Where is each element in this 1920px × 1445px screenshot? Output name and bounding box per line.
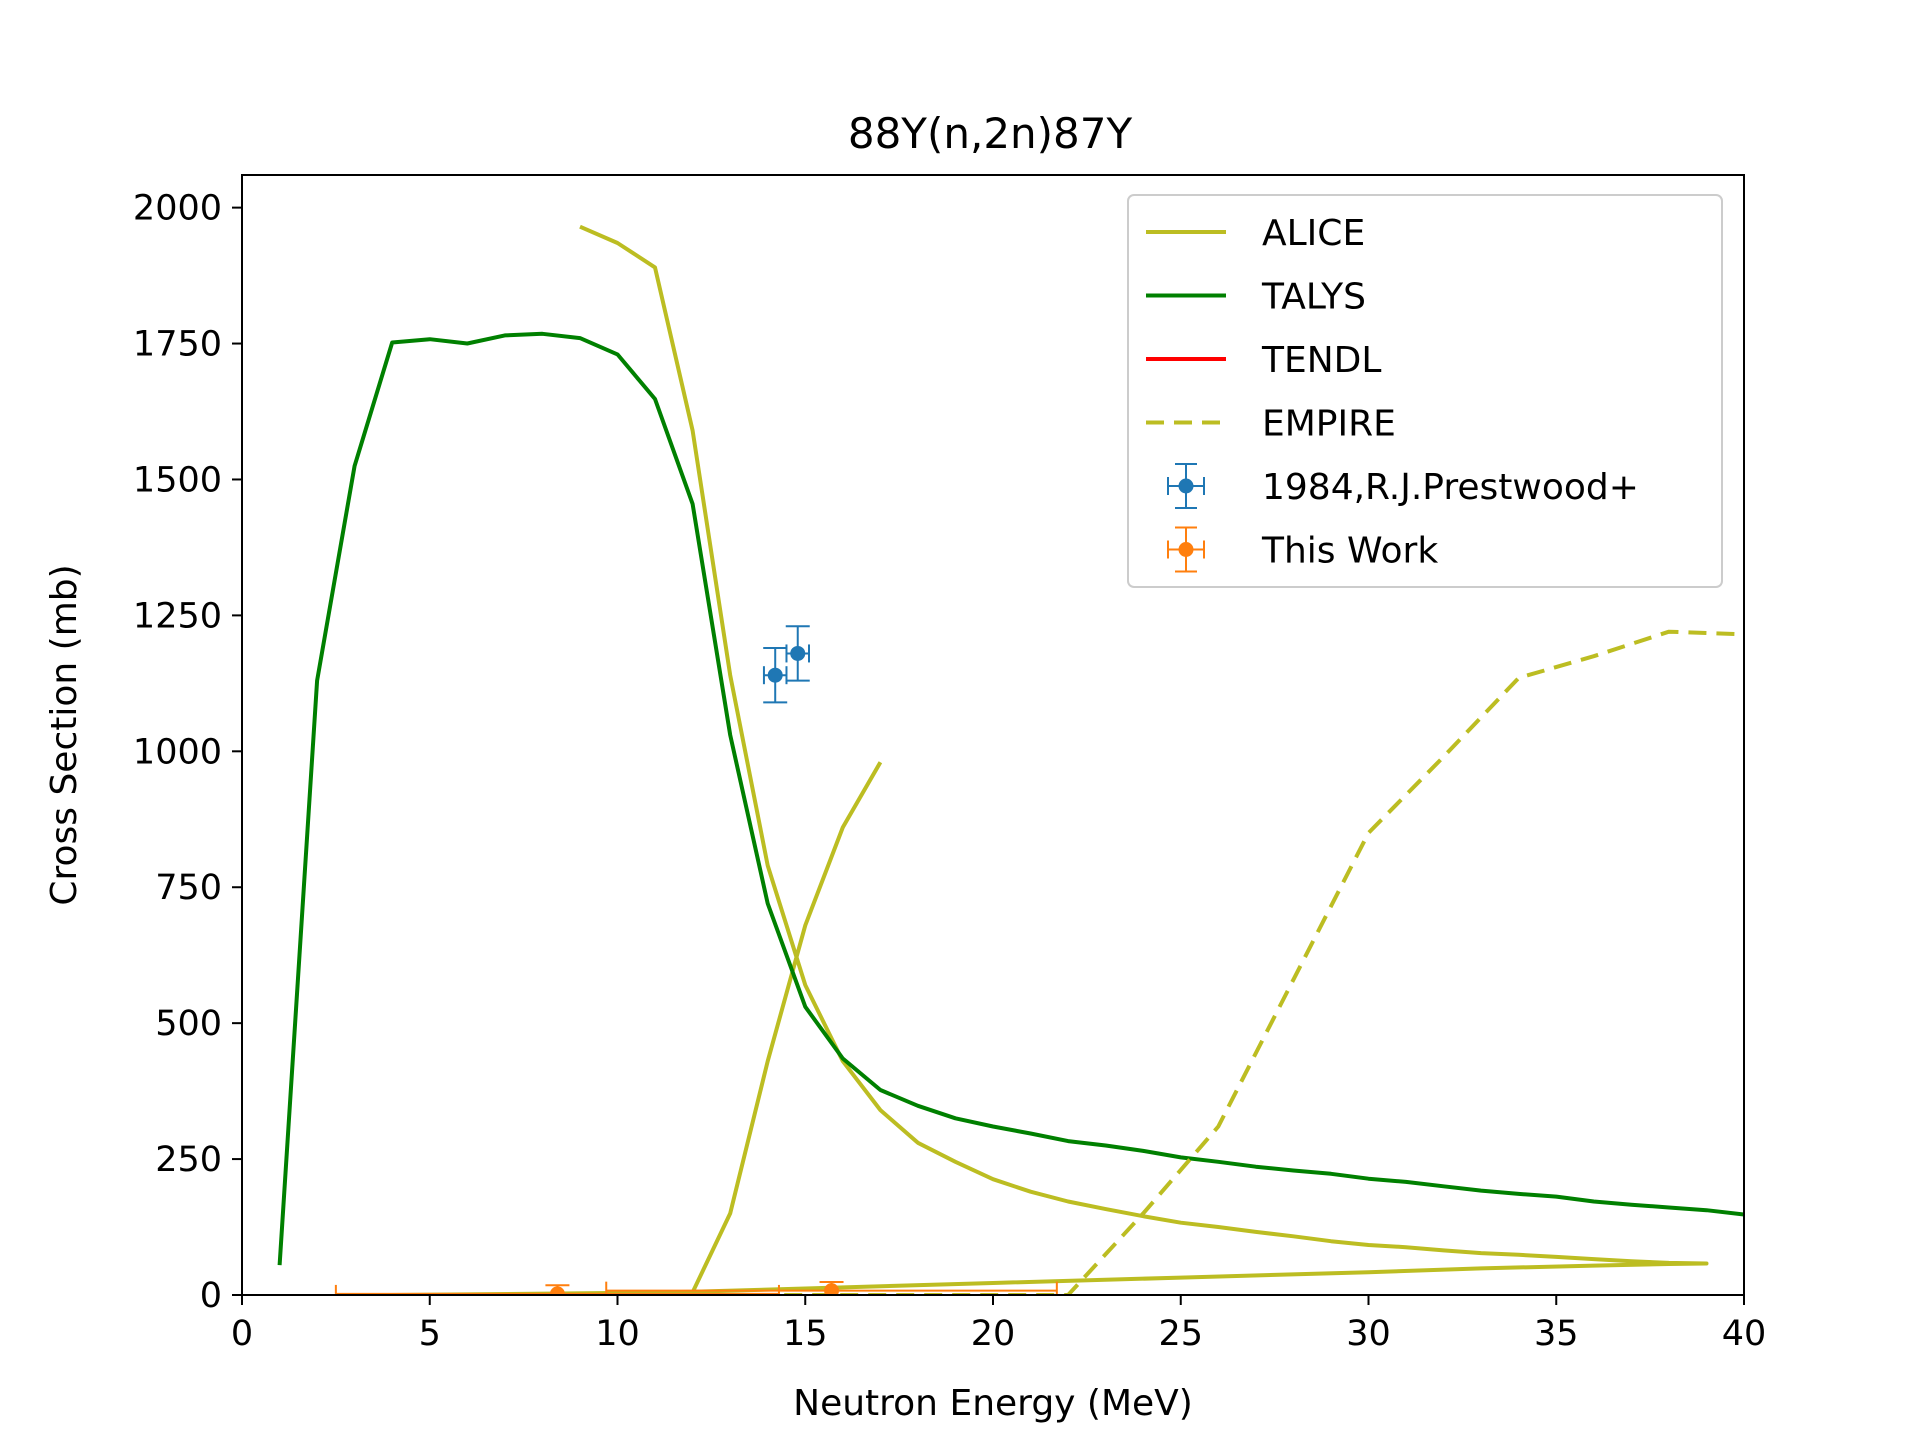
x-axis: 0 5 10 15 20 25 30 35 40 bbox=[231, 1295, 1766, 1354]
series-5 bbox=[334, 1280, 1058, 1295]
series-1 bbox=[277, 331, 1744, 1266]
legend-handle bbox=[1178, 478, 1194, 494]
x-tick-label: 15 bbox=[783, 1314, 828, 1354]
legend-label: EMPIRE bbox=[1262, 404, 1396, 445]
data-point bbox=[549, 1286, 565, 1295]
y-axis-label: Cross Section (mb) bbox=[44, 564, 85, 905]
y-tick-label: 500 bbox=[155, 1004, 222, 1044]
legend-label: TALYS bbox=[1261, 277, 1366, 318]
legend-label: TENDL bbox=[1261, 340, 1381, 381]
legend-frame bbox=[1127, 194, 1723, 588]
x-tick-label: 40 bbox=[1722, 1314, 1767, 1354]
y-tick-label: 0 bbox=[200, 1276, 222, 1316]
x-tick-label: 5 bbox=[419, 1314, 441, 1354]
x-tick-label: 25 bbox=[1158, 1314, 1203, 1354]
x-tick-label: 20 bbox=[971, 1314, 1016, 1354]
legend-label: This Work bbox=[1261, 531, 1438, 572]
data-point bbox=[824, 1283, 840, 1295]
chart-title: 88Y(n,2n)87Y bbox=[848, 109, 1133, 158]
legend: ALICE TALYS TENDL EMPIRE 1984,R.J.Prestwood+… bbox=[1127, 194, 1723, 588]
y-tick-label: 1250 bbox=[133, 596, 222, 636]
legend-label: 1984,R.J.Prestwood+ bbox=[1262, 467, 1639, 508]
x-tick-label: 35 bbox=[1534, 1314, 1579, 1354]
y-tick-label: 1000 bbox=[133, 732, 222, 772]
x-axis-label: Neutron Energy (MeV) bbox=[793, 1383, 1193, 1424]
series-4 bbox=[762, 625, 811, 704]
y-tick-label: 750 bbox=[155, 868, 222, 908]
y-tick-label: 1500 bbox=[133, 460, 222, 500]
x-tick-label: 30 bbox=[1346, 1314, 1391, 1354]
legend-handle bbox=[1178, 542, 1194, 557]
y-axis: 0 250 500 750 1000 1250 1500 1750 2000 bbox=[133, 189, 242, 1316]
legend-label: ALICE bbox=[1262, 213, 1365, 254]
series-3 bbox=[392, 629, 1744, 1295]
y-tick-label: 250 bbox=[155, 1140, 222, 1180]
y-tick-label: 1750 bbox=[133, 325, 222, 365]
series-line bbox=[392, 629, 1744, 1295]
y-tick-label: 2000 bbox=[133, 189, 222, 229]
x-tick-label: 10 bbox=[595, 1314, 640, 1354]
series-line bbox=[277, 331, 1744, 1266]
data-point bbox=[767, 667, 783, 683]
x-tick-label: 0 bbox=[231, 1314, 253, 1354]
data-point bbox=[790, 645, 806, 661]
